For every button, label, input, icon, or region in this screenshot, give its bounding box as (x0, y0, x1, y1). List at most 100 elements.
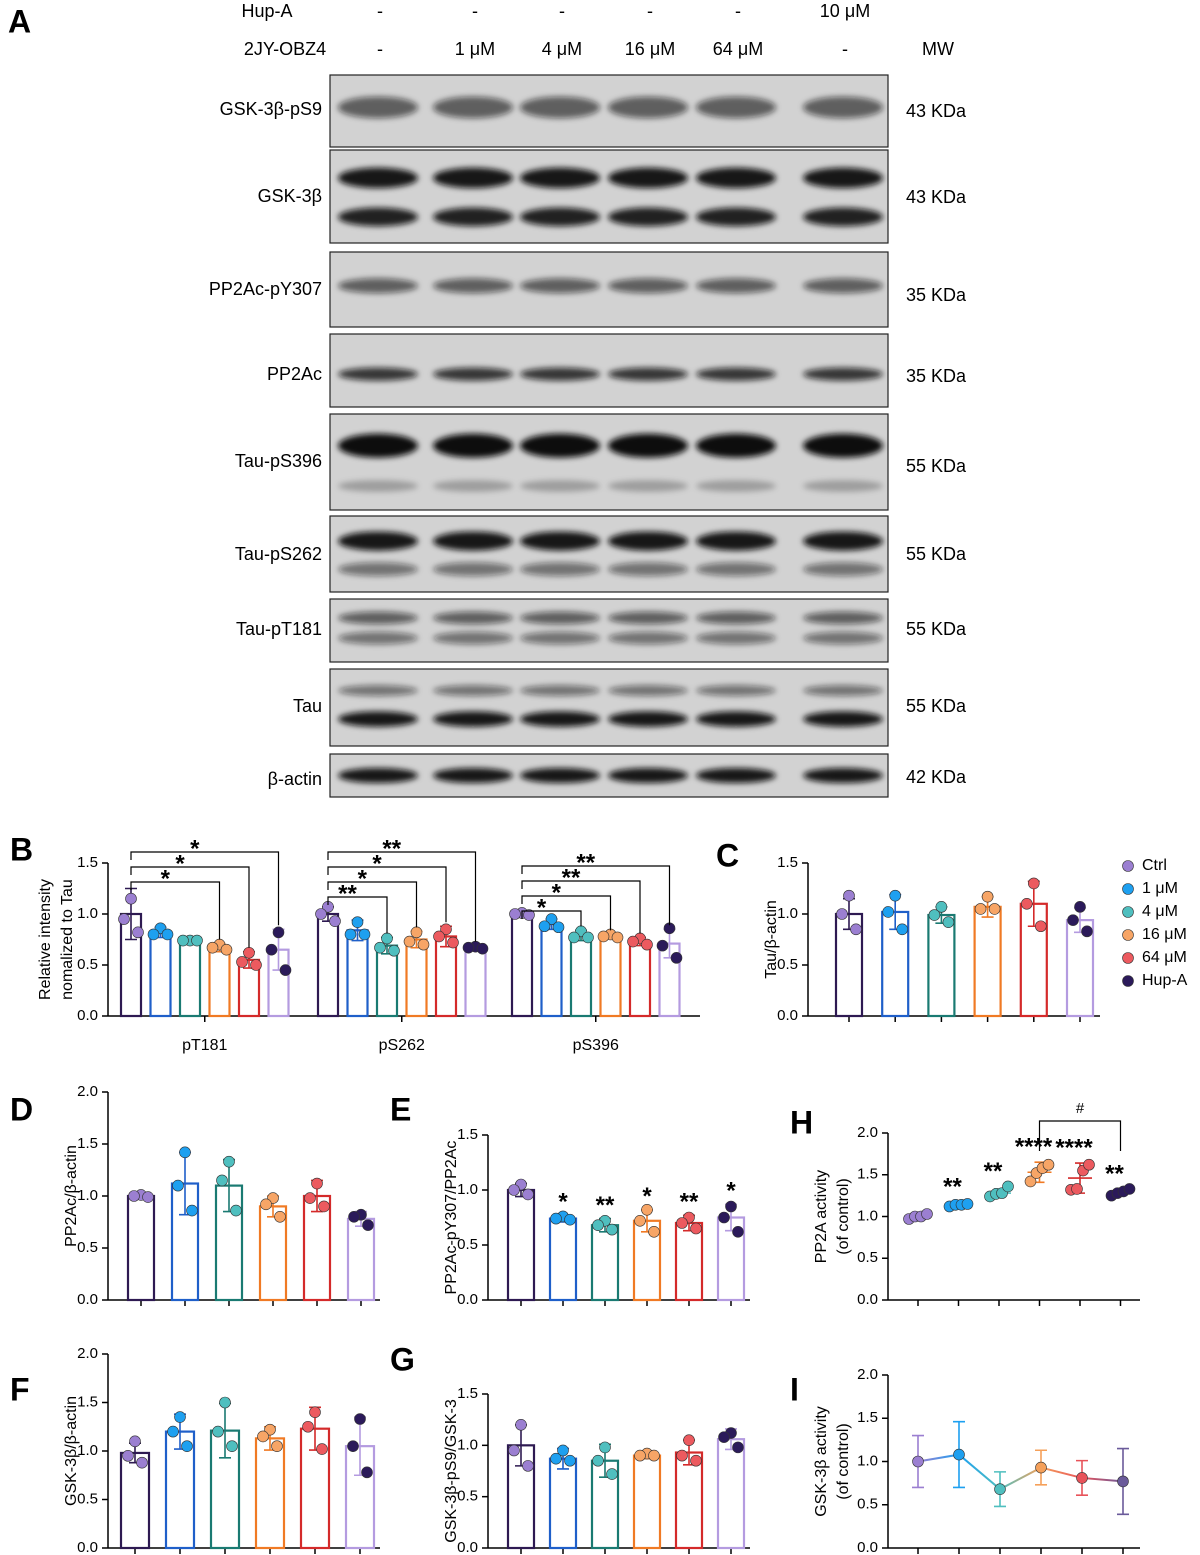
y-tick-label: 0.0 (857, 1291, 878, 1308)
legend-label: 4 μM (1142, 903, 1178, 920)
band (696, 367, 776, 381)
condition-value: 4 μM (542, 39, 582, 59)
y-axis-label: (of control) (835, 1178, 852, 1254)
y-tick-label: 2.0 (77, 1083, 98, 1100)
data-point (243, 946, 255, 959)
condition-value: - (472, 1, 478, 21)
band (608, 611, 688, 625)
band (803, 631, 883, 645)
data-point (732, 1441, 744, 1454)
panel-letter: E (390, 1091, 411, 1127)
data-point (361, 1466, 373, 1479)
legend-label: Ctrl (1142, 857, 1167, 874)
data-point (634, 1449, 646, 1462)
band (803, 207, 883, 227)
data-point (128, 1190, 140, 1202)
y-tick-label: 1.0 (457, 1181, 478, 1198)
blot-frame (329, 74, 889, 148)
data-point (362, 1219, 374, 1231)
y-tick-label: 1.5 (857, 1166, 878, 1183)
data-point (641, 938, 653, 951)
blot-label: β-actin (268, 769, 322, 789)
y-tick-label: 1.0 (857, 1452, 878, 1469)
band (803, 367, 883, 381)
data-point (606, 1468, 618, 1480)
data-point (122, 1450, 134, 1462)
band (338, 611, 418, 625)
data-point (1067, 914, 1079, 926)
data-point (476, 942, 489, 955)
band (520, 711, 600, 727)
blot-frame (329, 753, 889, 798)
band (338, 278, 418, 294)
significance: ** (562, 864, 581, 891)
data-point (1074, 901, 1086, 913)
y-tick-label: 0.0 (77, 1539, 98, 1555)
y-tick-label: 2.0 (857, 1366, 878, 1383)
band (696, 167, 776, 189)
data-point (1021, 897, 1033, 910)
blot-frame (329, 413, 889, 511)
y-tick-label: 1.5 (457, 1385, 478, 1402)
data-point (1081, 925, 1093, 938)
blot-frame (329, 598, 889, 663)
band (803, 562, 883, 577)
blot-mw: 42 KDa (906, 767, 967, 787)
line-point (1117, 1475, 1129, 1488)
legend-marker (1122, 883, 1134, 895)
bar (927, 913, 956, 1018)
data-point (315, 908, 327, 920)
band (696, 433, 776, 458)
significance: **** (1055, 1134, 1093, 1161)
significance-bracket (521, 880, 641, 934)
data-point (125, 892, 137, 905)
significance: * (161, 865, 171, 892)
bar (434, 935, 458, 1018)
band (608, 631, 688, 645)
band (433, 685, 513, 696)
band (608, 685, 688, 696)
significance-bracket (327, 866, 447, 923)
y-tick-label: 2.0 (77, 1345, 98, 1362)
band (608, 531, 688, 551)
y-tick-label: 1.5 (77, 854, 98, 871)
data-point (318, 1200, 330, 1213)
band (696, 531, 776, 551)
band (803, 167, 883, 189)
data-point (627, 935, 639, 948)
legend-label: 1 μM (1142, 880, 1178, 897)
data-point (592, 1219, 604, 1231)
y-axis-label: GSK-3β-pS9/GSK-3 (443, 1399, 460, 1543)
data-point (683, 1434, 695, 1446)
data-point (718, 1431, 730, 1443)
data-point (690, 1454, 702, 1467)
data-point (676, 1217, 688, 1229)
band (433, 167, 513, 189)
data-point (236, 956, 248, 968)
y-tick-label: 0.5 (457, 1488, 478, 1505)
data-point (403, 935, 416, 948)
y-axis-label: PP2Ac/β-actin (63, 1145, 80, 1247)
significance-bracket (327, 851, 477, 942)
condition-value: - (647, 1, 653, 21)
panel-letter: G (390, 1341, 415, 1377)
condition-value: 64 μM (713, 39, 763, 59)
band (433, 367, 513, 381)
blot-frame (329, 333, 889, 408)
data-point (988, 903, 1001, 915)
y-tick-label: 0.5 (857, 1496, 878, 1513)
y-axis-label: Relative intensity (37, 879, 54, 1000)
bar (540, 923, 563, 1018)
bar (599, 935, 622, 1018)
data-point (223, 1155, 235, 1168)
significance: * (726, 1178, 736, 1205)
data-point (670, 952, 683, 964)
band (433, 278, 513, 294)
data-point (942, 916, 955, 928)
y-tick-label: 0.0 (777, 1007, 798, 1024)
significance: * (642, 1183, 652, 1210)
data-point (1024, 1175, 1037, 1188)
band (433, 433, 513, 458)
data-point (167, 1425, 179, 1438)
band (520, 433, 600, 458)
